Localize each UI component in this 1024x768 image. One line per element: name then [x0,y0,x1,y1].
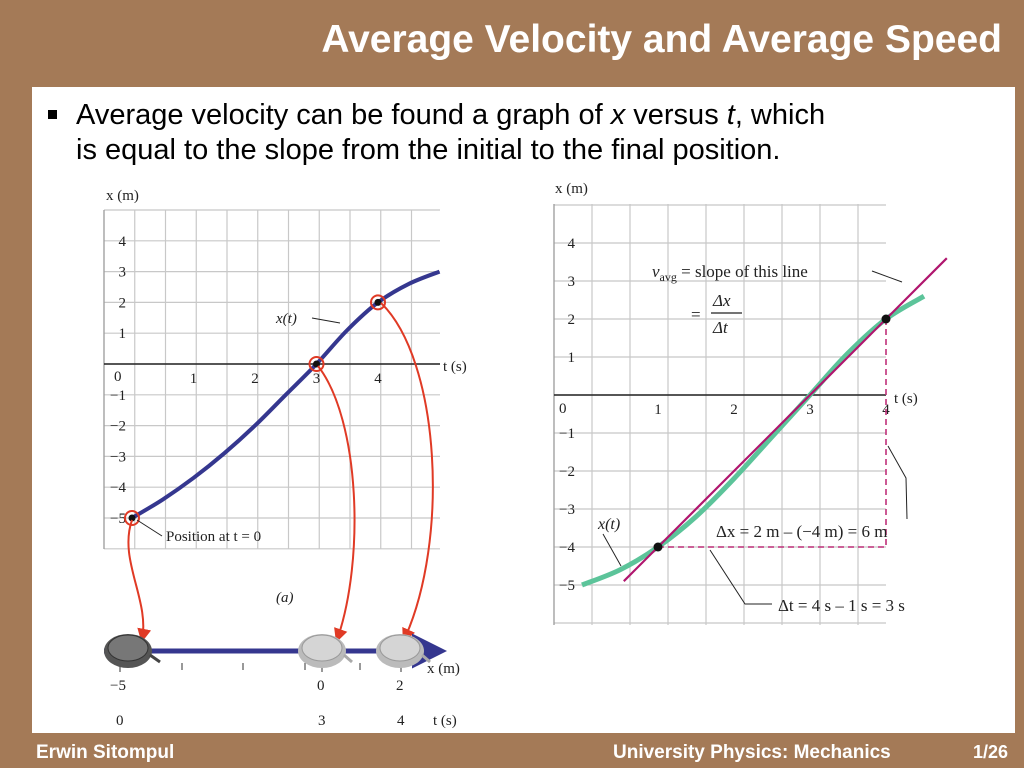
frac-equals: = [691,305,701,324]
left-curve-label: x(t) [275,311,297,327]
arrow-t3 [317,365,356,643]
marked-point-ring [124,510,140,526]
marked-point [313,360,320,368]
bullet-text-line2: is equal to the slope from the initial t… [76,134,781,166]
left-chart-origin: 0 [114,369,122,385]
right-ytick: 2 [568,312,576,328]
vavg-leader [871,270,903,283]
left-xtick: 3 [313,371,321,387]
vavg-text: = slope of this line [677,262,808,281]
bullet-marker [48,110,57,119]
left-ytick: −4 [110,480,126,496]
vavg-annotation: vavg = slope of this line [652,262,808,284]
right-ytick: −4 [559,540,575,556]
right-xtick: 2 [730,402,738,418]
position-axis-ticks [119,658,402,672]
slide-title: Average Velocity and Average Speed [321,18,1002,61]
left-chart-ylabel: x (m) [106,188,139,204]
left-chart-xlabel: t (s) [443,359,467,375]
right-ytick: 1 [568,350,576,366]
left-chart-grid [103,209,440,550]
armadillo-t4 [376,634,431,668]
right-ytick: −3 [559,502,575,518]
delta-x-annotation: Δx = 2 m – (−4 m) = 6 m [716,522,887,541]
left-panel-label: (a) [276,590,294,606]
delta-t-leader [709,549,772,605]
time-label-0: 0 [116,713,124,729]
bullet-text-part3: , which [734,99,826,131]
left-chart-points [124,294,386,526]
left-ytick: −3 [110,449,126,465]
footer-page-number: 1/26 [973,742,1009,762]
left-xtick: 2 [251,371,259,387]
footer-author: Erwin Sitompul [36,742,175,763]
left-xtick: 4 [374,371,382,387]
bullet-text-t: t [726,99,735,131]
position-tick-2: 2 [396,678,404,694]
position-tick-neg5: −5 [110,678,126,694]
right-ytick: 4 [568,236,576,252]
left-ytick: 2 [119,295,127,311]
position-axis-label: x (m) [427,661,460,677]
endpoint [881,314,891,324]
footer-course: University Physics: Mechanics [613,742,891,763]
left-ytick: −5 [110,511,126,527]
armadillo-t3 [298,634,353,668]
time-axis-label: t (s) [433,713,457,729]
frac-denominator: Δt [712,318,729,337]
vavg-subscript: avg [660,270,677,284]
right-ytick: 3 [568,274,576,290]
right-chart-curve [581,294,926,588]
marked-point [128,514,136,522]
right-chart-grid [553,204,886,625]
bullet-text-x: x [610,99,626,131]
vavg-symbol: v [652,262,660,281]
arrow-t4 [380,302,434,643]
right-ytick: −5 [559,578,575,594]
delta-x-leader [887,445,908,520]
endpoint [653,542,663,552]
left-ytick: −1 [110,388,126,404]
left-chart-curve [130,269,441,520]
right-curve-label-leader [602,533,622,567]
marked-point-ring [370,294,386,311]
bullet-text-part1: Average velocity can be found a graph of [76,99,611,131]
right-chart-origin: 0 [559,401,567,417]
frac-numerator: Δx [712,291,731,310]
left-ytick: 3 [119,265,127,281]
marked-point-ring [308,356,325,372]
time-label-3: 3 [318,713,326,729]
armadillo-t0 [104,634,161,668]
left-chart-ticks: 4 3 2 1 −1 −2 −3 −4 −5 1 2 3 4 [110,234,382,527]
start-label-leader [136,519,163,537]
bullet-text-part2: versus [625,99,727,131]
left-ytick: 1 [119,326,127,342]
right-xtick: 3 [806,402,814,418]
slope-line [623,257,948,582]
marked-point [374,298,382,306]
start-position-label: Position at t = 0 [166,529,261,545]
left-ytick: −2 [110,419,126,435]
right-chart-ylabel: x (m) [555,181,588,197]
left-ytick: 4 [119,234,127,250]
right-curve-label: x(t) [597,516,620,533]
bullet-text: Average velocity can be found a graph of… [76,98,976,168]
right-ytick: −2 [559,464,575,480]
position-tick-0: 0 [317,678,325,694]
right-xtick: 1 [654,402,662,418]
right-chart-xlabel: t (s) [894,391,918,407]
right-chart-points [653,314,891,552]
arrow-t0 [127,519,152,643]
left-xtick: 1 [190,371,198,387]
right-ytick: −1 [559,426,575,442]
delta-t-annotation: Δt = 4 s – 1 s = 3 s [778,596,905,615]
time-label-4: 4 [397,713,405,729]
left-curve-label-leader [311,317,341,324]
